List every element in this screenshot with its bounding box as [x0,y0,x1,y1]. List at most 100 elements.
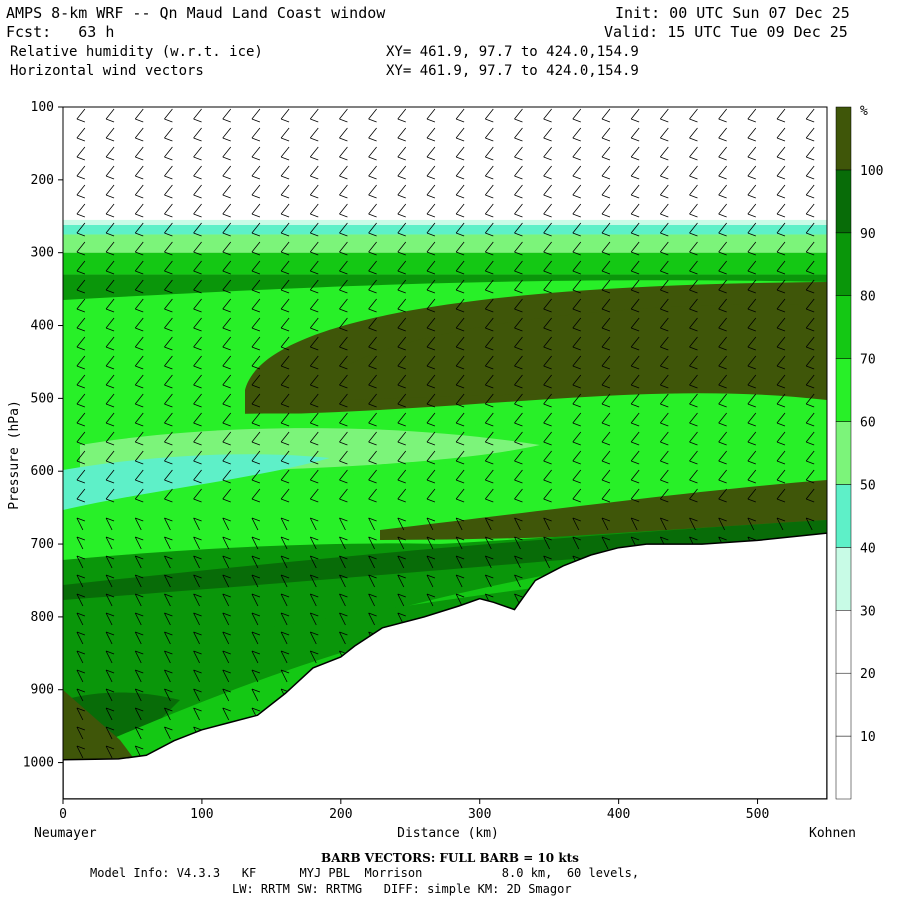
wind-barb [659,184,669,199]
wind-barb [426,593,436,607]
wind-barb [222,469,232,484]
wind-barb [339,279,348,294]
wind-barb [805,412,815,427]
wind-barb [76,669,86,683]
wind-barb [484,517,494,531]
wind-barb [514,336,523,351]
wind-barb [193,555,202,569]
wind-barb [368,222,377,237]
wind-barb [805,298,815,313]
wind-barb [805,108,815,123]
wind-barb [601,536,611,550]
wind-barb [776,241,786,256]
wind-barb [397,298,407,313]
wind-barb [164,469,173,484]
wind-barb [280,517,290,531]
wind-barb [514,450,523,465]
wind-barb [134,222,144,237]
wind-barb [397,393,407,408]
wind-barb [718,222,727,237]
colorbar-label: 80 [860,290,876,305]
wind-barb [397,431,407,446]
wind-barb [76,203,86,218]
wind-barb [105,726,115,740]
wind-barb [193,184,202,199]
wind-barb [309,650,319,664]
wind-barb [455,108,465,123]
wind-barb [280,669,290,683]
wind-barb [630,469,640,484]
wind-barb [718,203,727,218]
wind-barb [280,260,290,275]
wind-barb [134,431,144,446]
wind-barb [309,317,319,332]
wind-barb [368,488,377,503]
wind-barb [543,184,552,199]
wind-barb [339,450,348,465]
wind-barb [309,374,319,389]
wind-barb [543,431,552,446]
wind-barb [105,517,115,531]
wind-barb [426,298,436,313]
wind-barb [426,555,436,569]
wind-barb [484,146,494,161]
wind-barb [134,241,144,256]
wind-barb [397,469,407,484]
wind-barb [222,555,231,569]
wind-barb [689,412,698,427]
wind-barb [514,431,523,446]
wind-barb [455,450,465,465]
wind-barb [601,279,611,294]
wind-barb [484,393,494,408]
wind-barb [572,336,582,351]
wind-barb [251,355,261,370]
wind-barb [309,336,319,351]
wind-barb [105,707,115,721]
wind-barb [105,127,115,142]
wind-barb [222,108,232,123]
colorbar-label: 100 [860,164,883,179]
wind-barb [76,279,86,294]
wind-barb [339,146,348,161]
wind-barb [776,203,786,218]
wind-barb [426,431,436,446]
model-info-line-1: Model Info: V4.3.3 KF MYJ PBL Morrison 8… [90,866,640,880]
wind-barb [251,165,261,180]
wind-barb [397,336,407,351]
wind-barb [309,555,319,569]
wind-barb [689,165,698,180]
wind-barb [601,393,611,408]
wind-barb [747,412,757,427]
wind-barb [134,469,144,484]
wind-barb [776,374,786,389]
wind-barb [543,374,552,389]
wind-barb [134,317,144,332]
wind-barb [222,127,232,142]
wind-barb [222,298,232,313]
wind-barb [76,488,86,503]
wind-barb [280,336,290,351]
wind-barb [134,108,144,123]
wind-barb [689,203,698,218]
wind-barb [455,165,465,180]
wind-barb [397,127,407,142]
wind-barb [134,536,144,550]
wind-barb [572,374,582,389]
wind-barb [134,555,144,569]
wind-barb [484,355,494,370]
wind-barb [543,317,552,332]
wind-barb [718,241,727,256]
wind-barb [455,517,465,531]
xy-range-2: XY= 461.9, 97.7 to 424.0,154.9 [386,63,639,79]
wind-barb [601,374,611,389]
colorbar-swatch [835,484,852,548]
wind-barb [105,631,115,645]
wind-barb [193,688,202,702]
wind-barb [309,355,319,370]
wind-barb [484,450,494,465]
colorbar-label: 90 [860,227,876,242]
wind-barb [805,469,815,484]
wind-barb [630,184,640,199]
wind-barb [630,222,640,237]
wind-barb [339,488,348,503]
